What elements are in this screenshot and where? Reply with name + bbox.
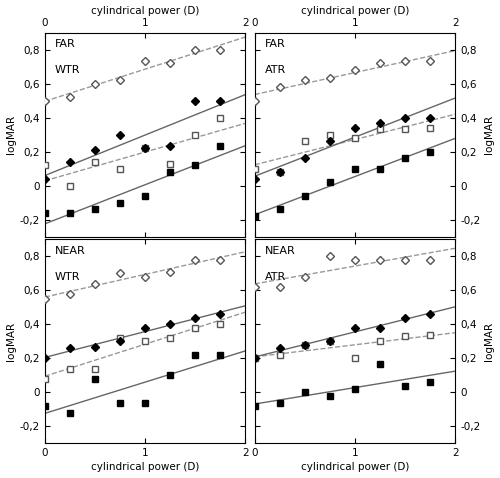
Text: FAR: FAR — [264, 39, 285, 49]
Text: NEAR: NEAR — [55, 246, 86, 256]
Y-axis label: logMAR: logMAR — [6, 322, 16, 361]
Text: FAR: FAR — [55, 39, 76, 49]
Y-axis label: logMAR: logMAR — [484, 322, 494, 361]
Text: ATR: ATR — [264, 272, 286, 282]
X-axis label: cylindrical power (D): cylindrical power (D) — [300, 462, 409, 472]
X-axis label: cylindrical power (D): cylindrical power (D) — [91, 6, 200, 16]
X-axis label: cylindrical power (D): cylindrical power (D) — [91, 462, 200, 472]
Y-axis label: logMAR: logMAR — [6, 115, 16, 154]
Text: NEAR: NEAR — [264, 246, 296, 256]
Text: ATR: ATR — [264, 65, 286, 75]
Text: WTR: WTR — [55, 65, 80, 75]
Text: WTR: WTR — [55, 272, 80, 282]
Y-axis label: logMAR: logMAR — [484, 115, 494, 154]
X-axis label: cylindrical power (D): cylindrical power (D) — [300, 6, 409, 16]
